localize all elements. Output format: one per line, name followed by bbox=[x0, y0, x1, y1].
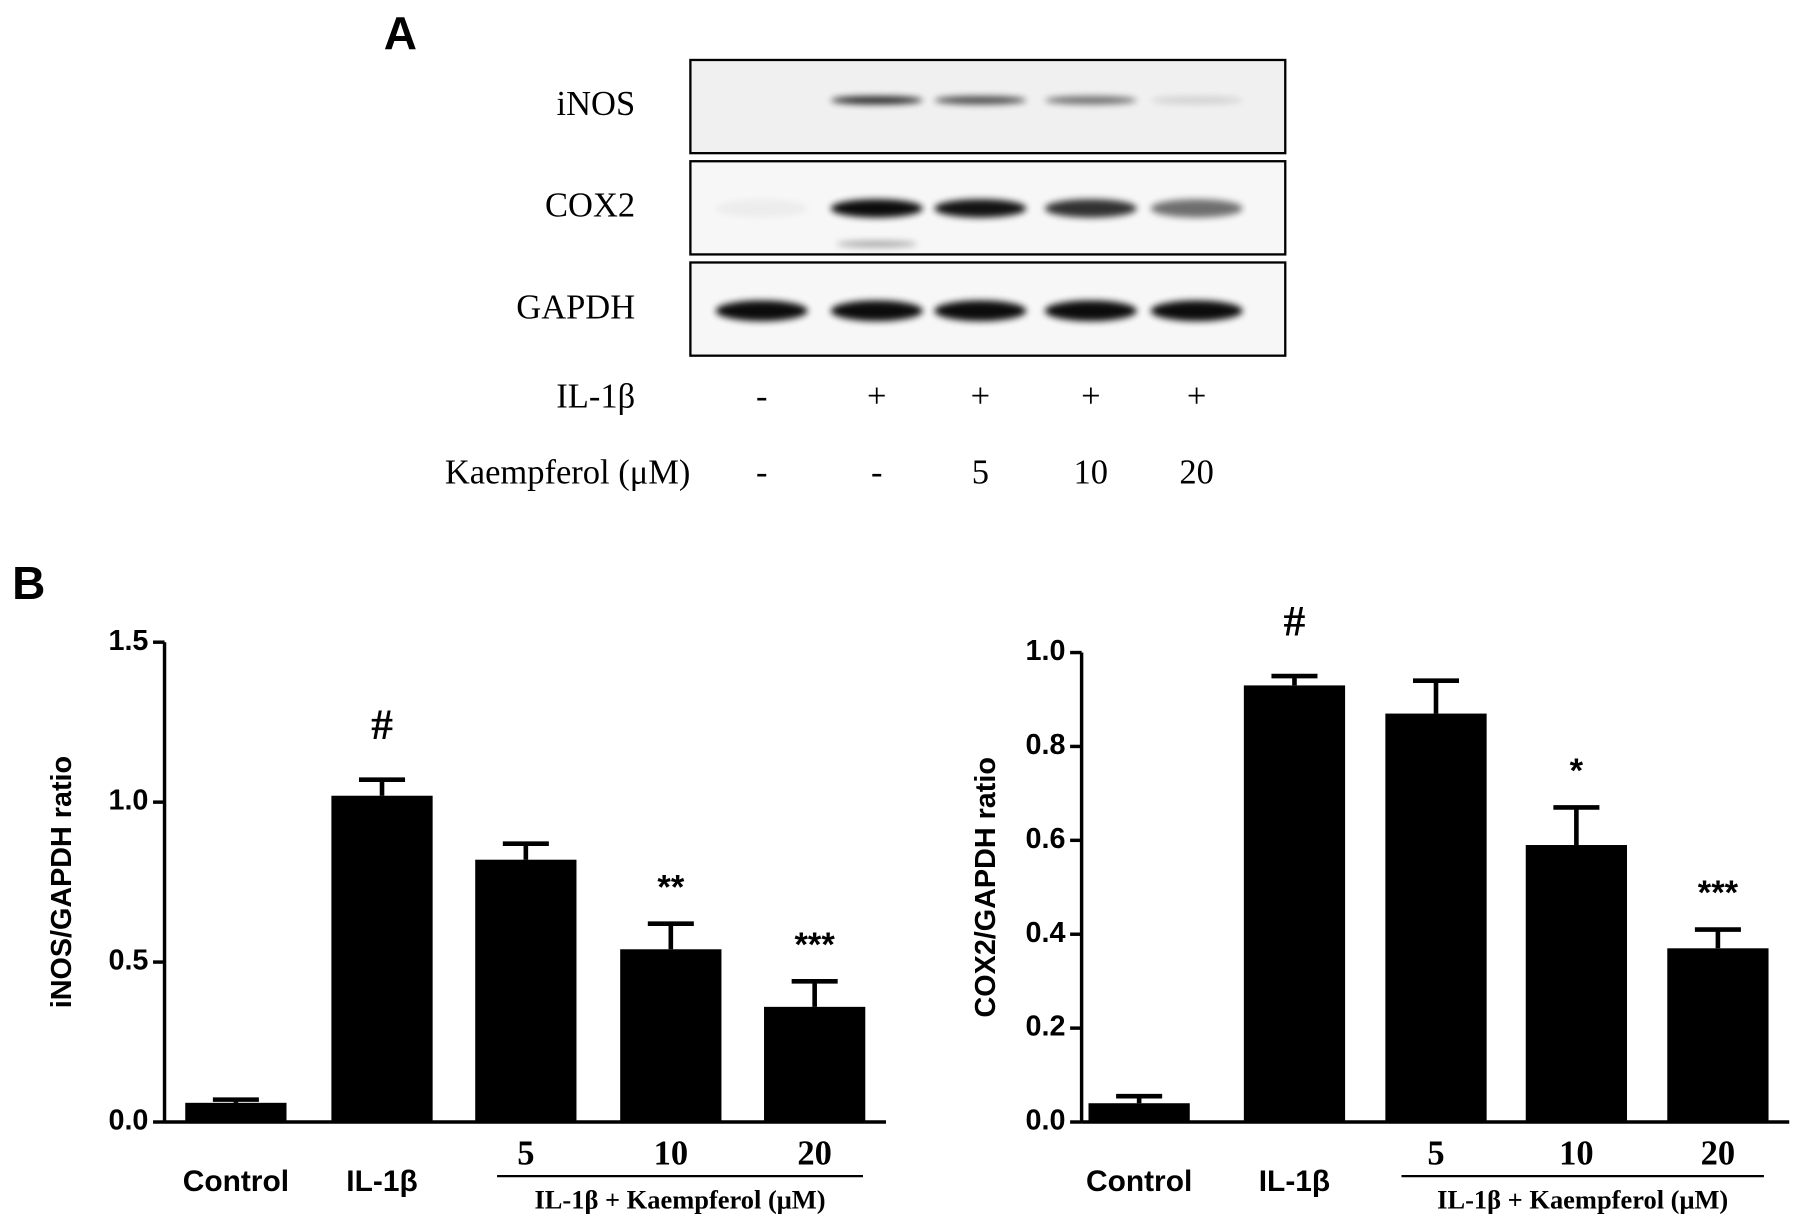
x-tick-label: 20 bbox=[1701, 1134, 1736, 1172]
treatment-value: 10 bbox=[1074, 453, 1109, 491]
bar bbox=[331, 795, 433, 1123]
error-bar bbox=[791, 978, 838, 1007]
bar bbox=[1243, 685, 1346, 1123]
error-bar bbox=[1271, 673, 1318, 686]
significance-mark: *** bbox=[795, 926, 836, 964]
band bbox=[934, 300, 1027, 322]
x-tick-label: 5 bbox=[1427, 1134, 1444, 1172]
band bbox=[934, 199, 1027, 218]
band bbox=[836, 240, 918, 248]
y-tick-label: 0.4 bbox=[1026, 917, 1066, 949]
error-bar bbox=[502, 841, 549, 860]
western-blot bbox=[689, 58, 1287, 357]
band bbox=[830, 300, 923, 322]
panel-label: B bbox=[12, 557, 45, 609]
panel-label: A bbox=[384, 7, 417, 59]
error-bar bbox=[1694, 927, 1741, 949]
treatment-value: + bbox=[867, 377, 886, 415]
error-bar bbox=[647, 921, 694, 950]
bar bbox=[764, 1006, 866, 1123]
x-tick-label: 10 bbox=[1559, 1134, 1594, 1172]
band bbox=[715, 199, 808, 218]
x-tick-label: Control bbox=[183, 1165, 289, 1198]
band bbox=[1044, 199, 1137, 218]
bar bbox=[185, 1102, 287, 1123]
band bbox=[715, 300, 808, 322]
error-bar bbox=[1412, 678, 1460, 714]
blot-frame bbox=[689, 58, 1287, 155]
error-bar bbox=[359, 777, 406, 796]
significance-mark: # bbox=[1284, 597, 1306, 645]
y-tick-label: 0.6 bbox=[1026, 823, 1066, 855]
blot-row-label: GAPDH bbox=[516, 289, 635, 327]
x-tick-label: IL-1β bbox=[1259, 1165, 1330, 1198]
y-tick-label: 0.5 bbox=[108, 945, 148, 977]
x-tick-label: Control bbox=[1086, 1165, 1192, 1198]
x-tick-label: 10 bbox=[654, 1134, 689, 1172]
y-tick-label: 0.2 bbox=[1026, 1011, 1066, 1043]
y-tick-label: 0.0 bbox=[1026, 1105, 1066, 1137]
treatment-value: + bbox=[1187, 377, 1206, 415]
y-tick-label: 1.0 bbox=[108, 785, 148, 817]
y-tick-label: 1.5 bbox=[108, 625, 148, 657]
bar bbox=[1385, 713, 1487, 1123]
treatment-value: + bbox=[971, 377, 990, 415]
bar bbox=[1525, 845, 1628, 1123]
error-bar bbox=[1553, 805, 1600, 846]
treatment-value: - bbox=[756, 377, 768, 415]
group-label: IL-1β + Kaempferol (μM) bbox=[534, 1185, 825, 1215]
y-tick-label: 0.0 bbox=[108, 1105, 148, 1137]
band bbox=[830, 96, 923, 105]
error-bar bbox=[1116, 1093, 1163, 1104]
x-tick-label: 5 bbox=[517, 1134, 534, 1172]
treatment-value: - bbox=[871, 453, 883, 491]
y-axis-label: COX2/GAPDH ratio bbox=[970, 757, 1002, 1017]
bar bbox=[1667, 948, 1769, 1123]
error-bar bbox=[212, 1097, 259, 1103]
significance-mark: *** bbox=[1698, 874, 1739, 912]
band bbox=[1150, 300, 1243, 322]
x-tick-label: IL-1β bbox=[346, 1165, 417, 1198]
y-tick-label: 1.0 bbox=[1026, 635, 1066, 667]
group-label: IL-1β + Kaempferol (μM) bbox=[1437, 1185, 1728, 1215]
treatment-value: + bbox=[1081, 377, 1100, 415]
band bbox=[934, 96, 1027, 105]
treatment-value: - bbox=[756, 453, 768, 491]
bar bbox=[1088, 1103, 1190, 1123]
treatment-label: Kaempferol (μM) bbox=[445, 453, 691, 491]
band bbox=[1150, 96, 1243, 105]
significance-mark: * bbox=[1570, 752, 1584, 790]
y-tick-label: 0.8 bbox=[1026, 729, 1066, 761]
x-tick-label: 20 bbox=[797, 1134, 831, 1172]
band bbox=[1044, 300, 1137, 322]
treatment-label: IL-1β bbox=[556, 377, 635, 415]
band bbox=[1150, 199, 1243, 218]
treatment-value: 20 bbox=[1179, 453, 1214, 491]
bar bbox=[475, 859, 577, 1123]
bar bbox=[620, 949, 722, 1123]
blot-row-label: iNOS bbox=[557, 85, 636, 123]
band bbox=[1044, 96, 1137, 105]
band bbox=[830, 199, 923, 218]
significance-mark: # bbox=[371, 701, 393, 749]
blot-row-label: COX2 bbox=[545, 186, 635, 224]
significance-mark: ** bbox=[657, 868, 684, 906]
treatment-value: 5 bbox=[972, 453, 989, 491]
y-axis-label: iNOS/GAPDH ratio bbox=[46, 756, 78, 1008]
